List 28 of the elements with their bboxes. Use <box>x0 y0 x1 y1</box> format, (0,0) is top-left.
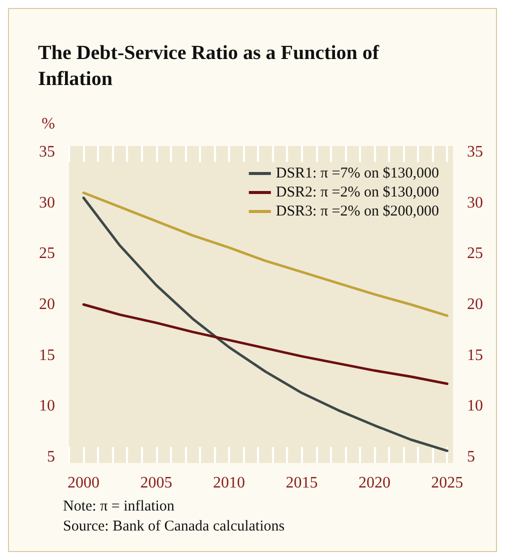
line-series <box>82 303 448 385</box>
y2-tick-label: 15 <box>467 346 483 364</box>
y-tick-label: 30 <box>39 194 55 212</box>
y2-tick-label: 30 <box>467 194 483 212</box>
y2-tick-label: 20 <box>467 296 483 313</box>
y2-tick-label: 25 <box>467 245 483 262</box>
x-tick-label: 2020 <box>358 474 390 492</box>
x-tick-label: 2005 <box>140 474 172 492</box>
x-tick-label: 2010 <box>213 474 245 492</box>
source-note: Source: Bank of Canada calculations <box>63 518 285 534</box>
x-tick-label: 2015 <box>286 474 318 492</box>
y-tick-label: 35 <box>39 144 55 161</box>
y2-tick-label: 35 <box>467 144 483 161</box>
y-axis-title: % <box>42 116 55 132</box>
y-tick-label: 10 <box>39 398 55 415</box>
x-tick-label: 2025 <box>431 474 464 492</box>
y2-tick-label: 5 <box>467 448 475 466</box>
text: Note: π = inflation <box>63 498 175 514</box>
y-tick-label: 5 <box>47 448 55 466</box>
y-tick-label: 20 <box>39 296 55 313</box>
chart-title: The Debt-Service Ratio as a Function of Inflation <box>38 42 384 90</box>
legend-label: DSR1: π =7% on $130,000 <box>276 166 439 182</box>
y-tick-label: 15 <box>39 346 55 364</box>
legend-label: DSR3: π =2% on $200,000 <box>276 204 439 220</box>
y-tick-label: 25 <box>39 245 55 262</box>
x-tick-label: 2000 <box>68 474 100 492</box>
y2-tick-label: 10 <box>467 398 483 415</box>
legend-label: DSR2: π =2% on $130,000 <box>276 184 439 200</box>
